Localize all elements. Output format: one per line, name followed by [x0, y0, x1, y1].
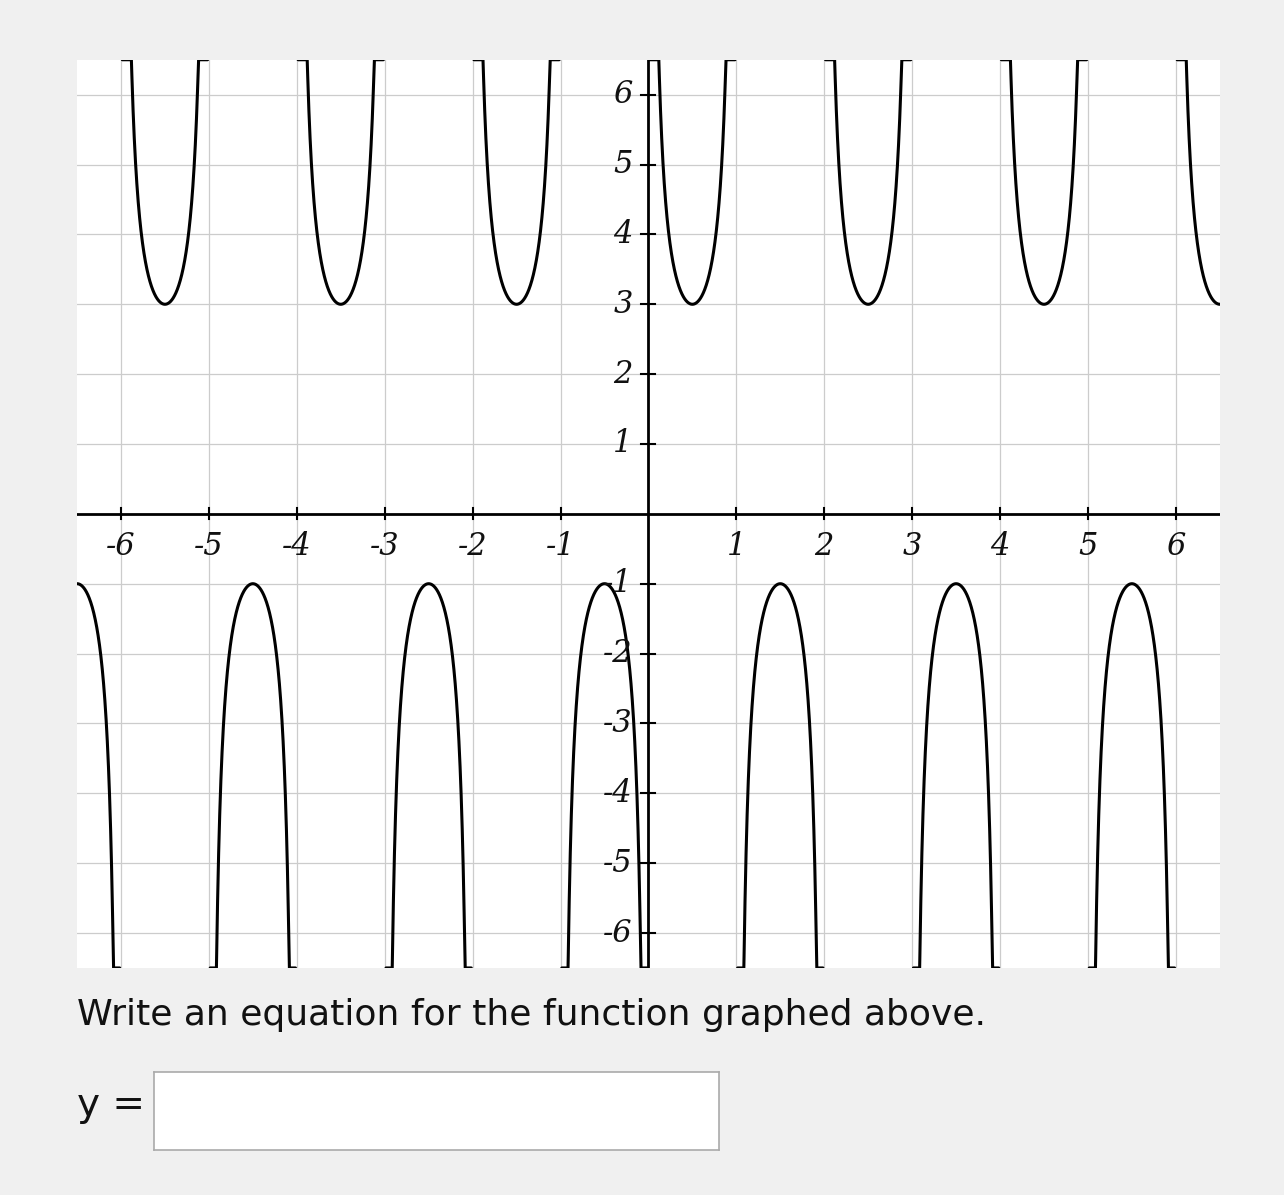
Text: 1: 1: [614, 429, 633, 460]
Text: 4: 4: [990, 532, 1009, 563]
Text: -3: -3: [370, 532, 399, 563]
Text: 5: 5: [614, 149, 633, 180]
Text: -5: -5: [603, 847, 633, 878]
Text: -1: -1: [603, 568, 633, 599]
Text: y =: y =: [77, 1086, 145, 1124]
Text: -3: -3: [603, 707, 633, 739]
Text: -6: -6: [107, 532, 136, 563]
Text: 4: 4: [614, 219, 633, 250]
Text: Write an equation for the function graphed above.: Write an equation for the function graph…: [77, 998, 986, 1031]
Text: 1: 1: [727, 532, 746, 563]
Text: -1: -1: [546, 532, 575, 563]
Text: -6: -6: [603, 918, 633, 949]
Text: 6: 6: [1166, 532, 1185, 563]
Text: -4: -4: [603, 778, 633, 809]
Text: 6: 6: [614, 79, 633, 110]
Text: 2: 2: [614, 358, 633, 390]
Text: -2: -2: [603, 638, 633, 669]
Text: -5: -5: [194, 532, 223, 563]
Text: -2: -2: [458, 532, 488, 563]
Text: 5: 5: [1079, 532, 1098, 563]
Text: 2: 2: [814, 532, 833, 563]
Text: -4: -4: [282, 532, 312, 563]
Text: 3: 3: [614, 289, 633, 320]
Text: 3: 3: [903, 532, 922, 563]
